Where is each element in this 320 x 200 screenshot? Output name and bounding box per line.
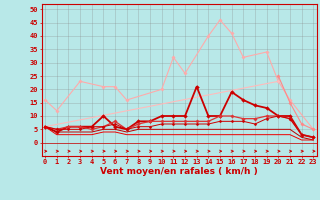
X-axis label: Vent moyen/en rafales ( km/h ): Vent moyen/en rafales ( km/h )	[100, 167, 258, 176]
